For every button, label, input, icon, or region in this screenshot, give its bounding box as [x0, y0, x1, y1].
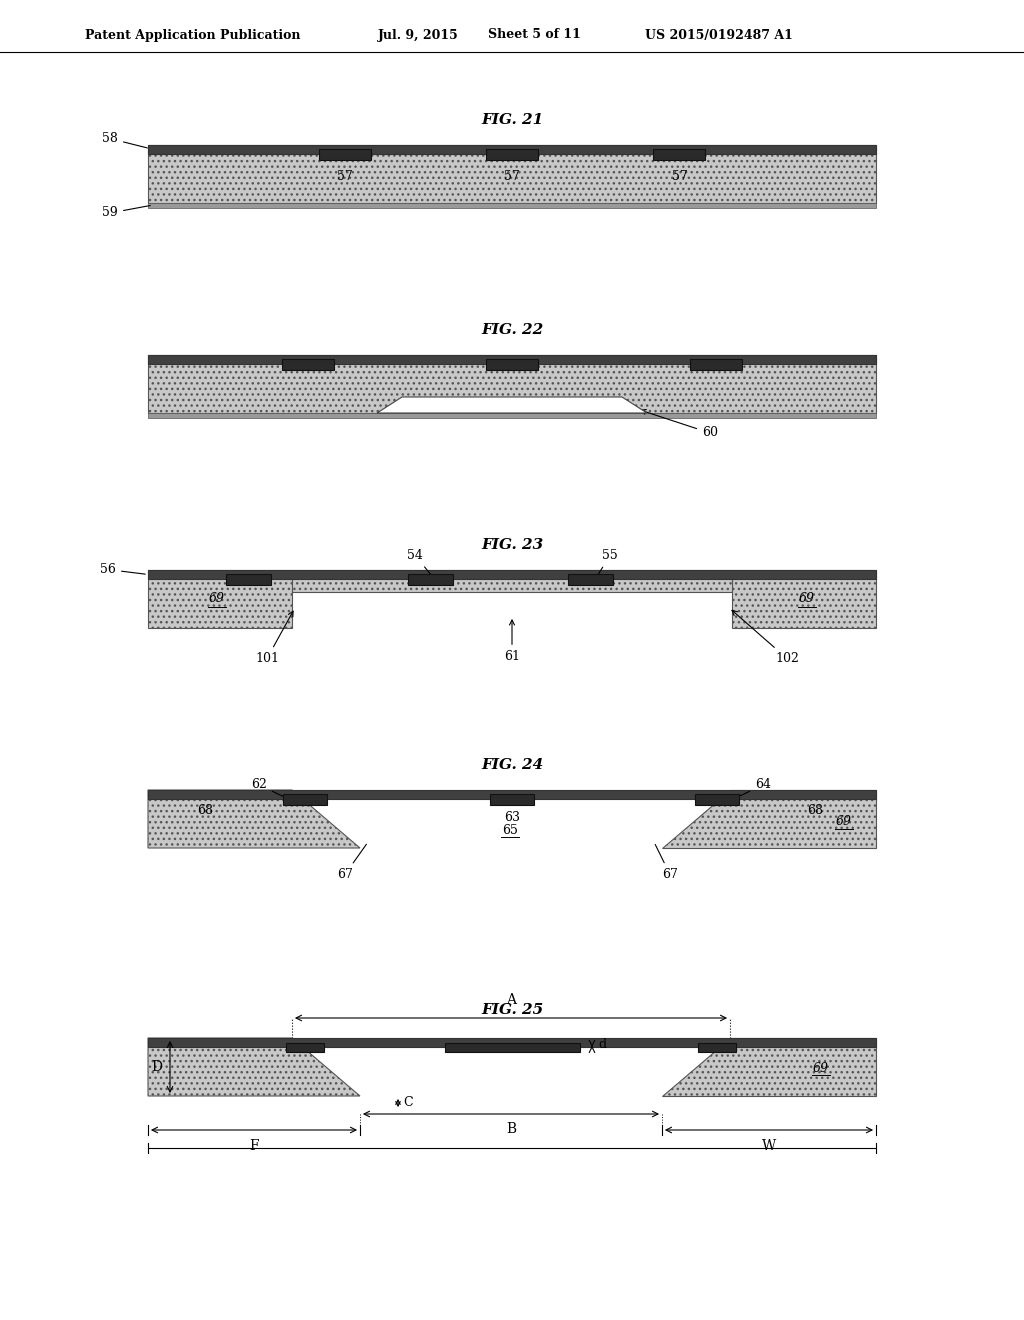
Text: 68: 68 [198, 804, 214, 817]
Text: 61: 61 [504, 620, 520, 663]
Polygon shape [567, 574, 612, 585]
Polygon shape [148, 570, 292, 628]
Polygon shape [283, 795, 327, 805]
Text: 65: 65 [502, 824, 518, 837]
Text: 57: 57 [672, 170, 687, 183]
Polygon shape [292, 570, 732, 591]
Text: 63: 63 [504, 812, 520, 824]
Polygon shape [662, 789, 876, 847]
Text: F: F [249, 1139, 259, 1152]
Polygon shape [444, 1043, 580, 1052]
Text: 57: 57 [337, 170, 352, 183]
Polygon shape [698, 1043, 736, 1052]
Polygon shape [486, 359, 538, 370]
Text: FIG. 21: FIG. 21 [481, 114, 543, 127]
Polygon shape [486, 149, 538, 160]
Polygon shape [148, 413, 876, 418]
Text: 54: 54 [408, 549, 433, 577]
Polygon shape [148, 1038, 360, 1096]
Text: FIG. 24: FIG. 24 [481, 758, 543, 772]
Text: Jul. 9, 2015: Jul. 9, 2015 [378, 29, 459, 41]
Polygon shape [377, 397, 647, 413]
Text: Patent Application Publication: Patent Application Publication [85, 29, 300, 41]
Text: 55: 55 [596, 549, 617, 577]
Text: 69: 69 [812, 1061, 828, 1074]
Text: FIG. 22: FIG. 22 [481, 323, 543, 337]
Polygon shape [653, 149, 706, 160]
Text: FIG. 23: FIG. 23 [481, 539, 543, 552]
Text: 69: 69 [799, 593, 815, 606]
Polygon shape [286, 1043, 324, 1052]
Text: D: D [151, 1060, 162, 1074]
Text: 64: 64 [729, 779, 771, 801]
Polygon shape [662, 1038, 876, 1096]
Text: 102: 102 [732, 610, 799, 665]
Polygon shape [318, 149, 371, 160]
Polygon shape [690, 359, 741, 370]
Polygon shape [148, 145, 876, 203]
Text: 58: 58 [102, 132, 147, 148]
Polygon shape [148, 789, 876, 799]
Text: A: A [506, 993, 516, 1007]
Text: 59: 59 [102, 206, 151, 219]
Polygon shape [695, 795, 739, 805]
Polygon shape [148, 1038, 876, 1047]
Text: 69: 69 [209, 593, 225, 606]
Polygon shape [283, 359, 334, 370]
Polygon shape [225, 574, 270, 585]
Text: 60: 60 [641, 409, 718, 440]
Text: Sheet 5 of 11: Sheet 5 of 11 [488, 29, 581, 41]
Polygon shape [148, 570, 876, 579]
Text: 57: 57 [504, 170, 520, 183]
Text: W: W [762, 1139, 776, 1152]
Text: 101: 101 [255, 611, 293, 665]
Polygon shape [148, 203, 876, 209]
Polygon shape [408, 574, 453, 585]
Text: US 2015/0192487 A1: US 2015/0192487 A1 [645, 29, 793, 41]
Polygon shape [732, 570, 876, 628]
Text: 62: 62 [251, 779, 293, 801]
Polygon shape [148, 355, 876, 413]
Text: FIG. 25: FIG. 25 [481, 1003, 543, 1016]
Text: 56: 56 [100, 564, 145, 576]
Polygon shape [148, 145, 876, 154]
Text: B: B [506, 1122, 516, 1137]
Text: 67: 67 [337, 845, 367, 880]
Text: 67: 67 [655, 845, 678, 880]
Polygon shape [490, 795, 534, 805]
Text: C: C [403, 1097, 413, 1110]
Text: 68: 68 [807, 804, 822, 817]
Text: 69: 69 [836, 816, 852, 829]
Polygon shape [148, 789, 360, 847]
Text: d: d [598, 1039, 606, 1052]
Polygon shape [148, 355, 876, 364]
